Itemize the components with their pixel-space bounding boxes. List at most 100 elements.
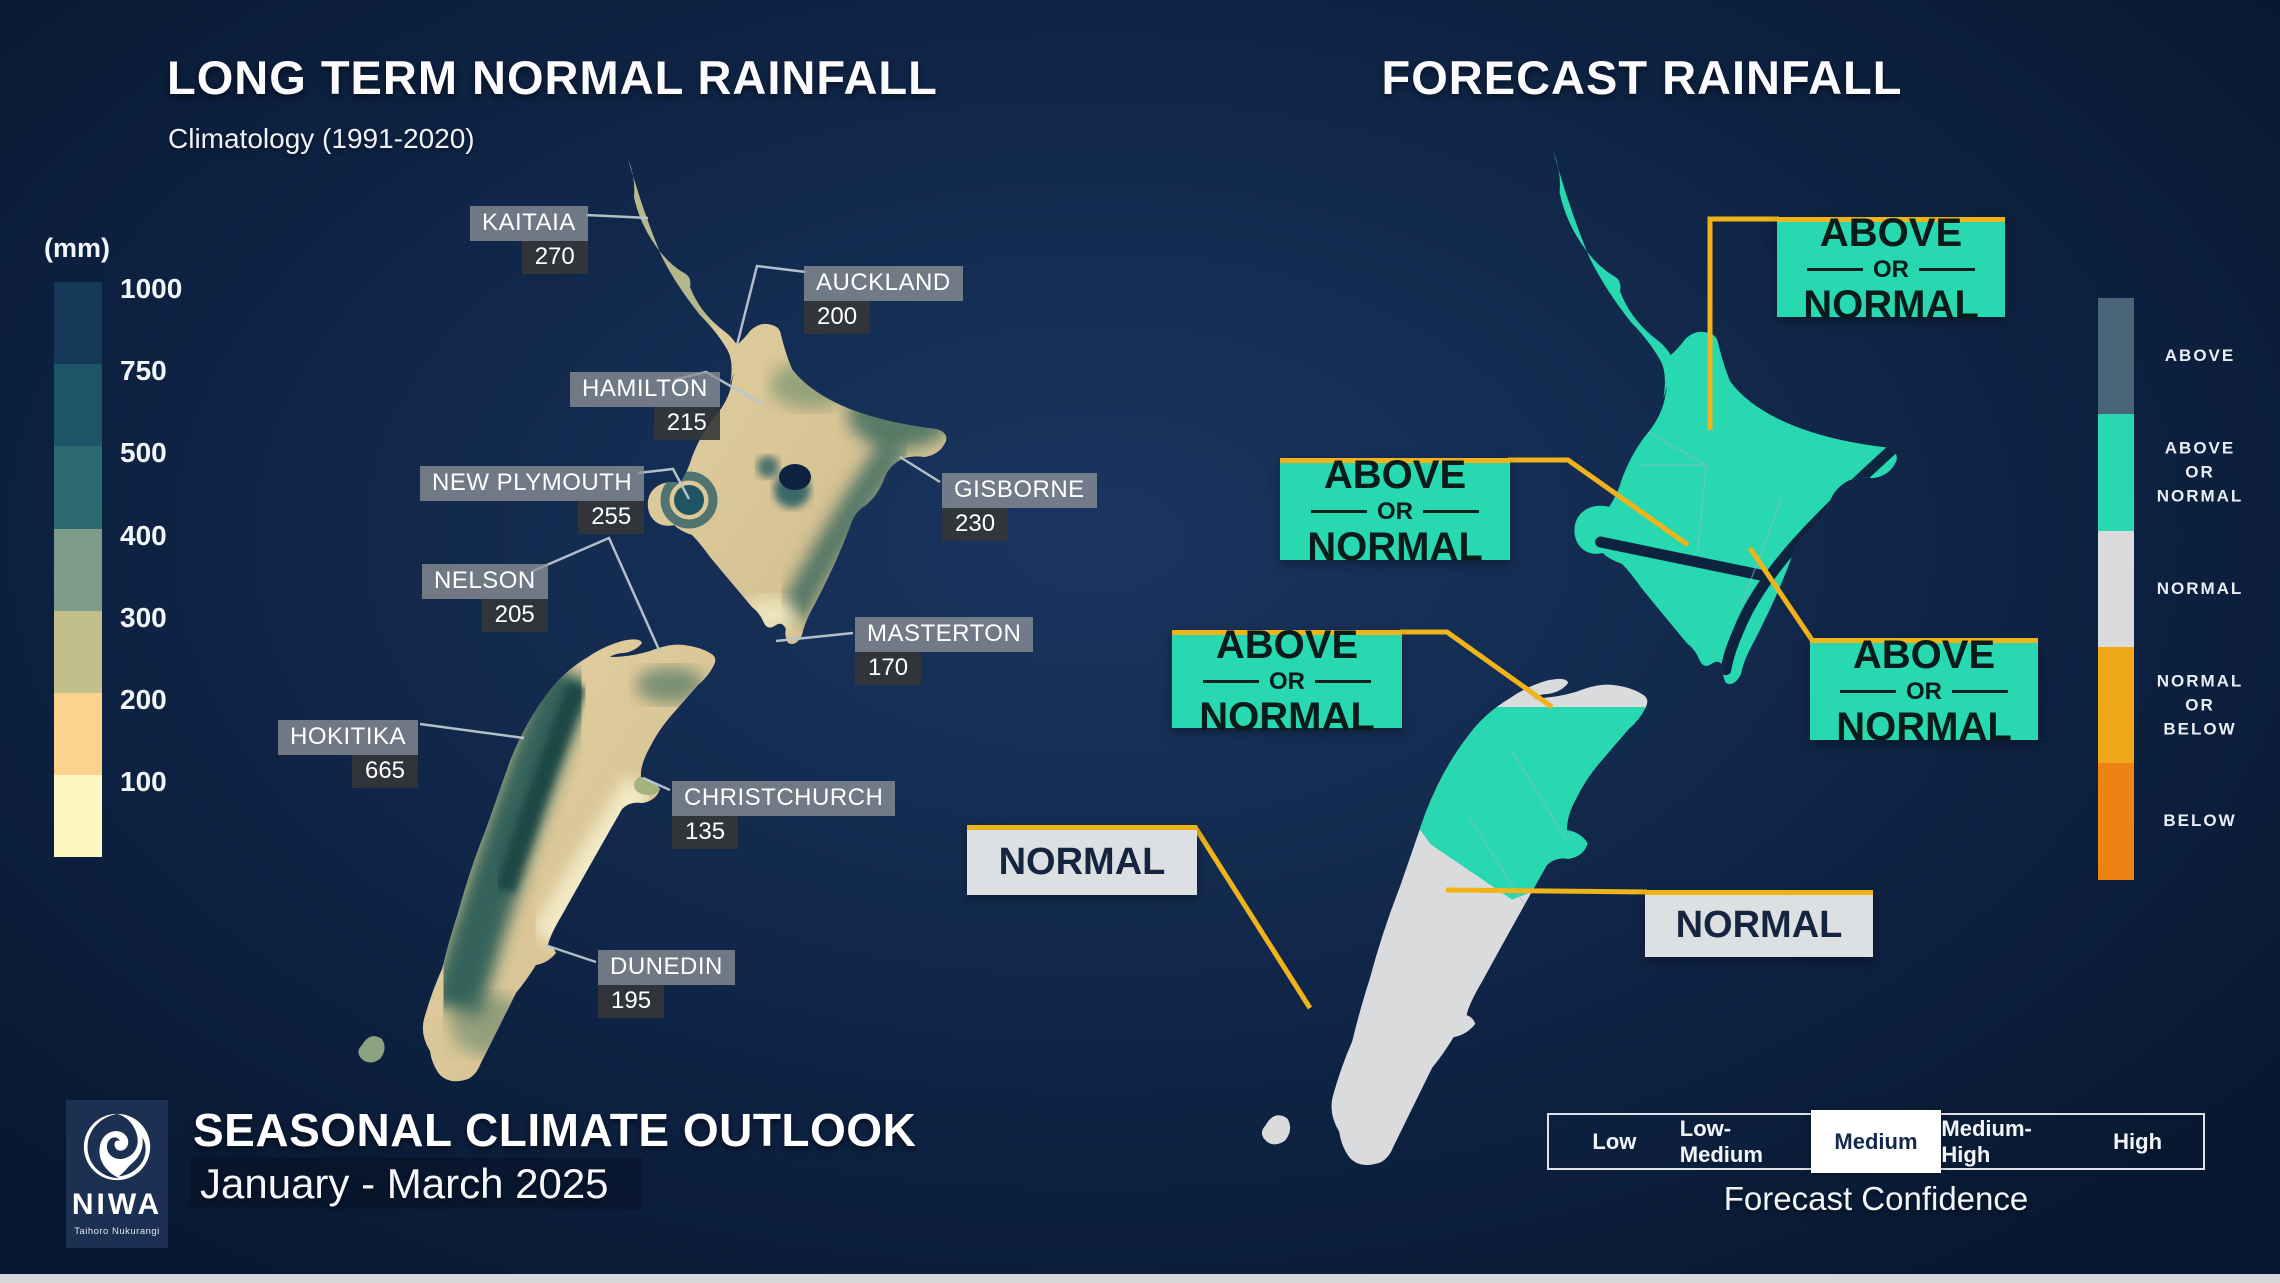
rule-line bbox=[1807, 268, 1863, 271]
confidence-level-medium: Medium bbox=[1810, 1110, 1942, 1173]
rain-scale-tick: 1000 bbox=[120, 273, 183, 304]
legend-swatch-normal bbox=[2098, 531, 2134, 647]
city-value: 665 bbox=[351, 755, 419, 788]
rule-line bbox=[1423, 510, 1479, 513]
city-value: 270 bbox=[521, 241, 588, 274]
outlook-period: January - March 2025 bbox=[200, 1160, 609, 1207]
legend-label: NORMAL bbox=[2156, 579, 2244, 599]
confidence-level-medium-high: Medium-High bbox=[1941, 1115, 2032, 1167]
city-callout: MASTERTON 170 bbox=[855, 617, 1034, 685]
rule-line bbox=[1315, 680, 1371, 683]
left-map-title: LONG TERM NORMAL RAINFALL bbox=[167, 51, 938, 104]
city-value: 135 bbox=[672, 816, 739, 849]
city-callout: GISBORNE 230 bbox=[942, 473, 1097, 541]
city-name: CHRISTCHURCH bbox=[672, 781, 896, 816]
city-value: 255 bbox=[578, 501, 645, 534]
city-name: DUNEDIN bbox=[598, 950, 735, 985]
city-callout: HAMILTON 215 bbox=[570, 372, 720, 440]
outlook-period-strip bbox=[190, 1157, 642, 1209]
climatology-map bbox=[358, 159, 947, 1082]
legend-label: ABOVE OR NORMAL bbox=[2156, 438, 2244, 505]
callout-line: ABOVE bbox=[1819, 211, 1963, 256]
rain-scale-band bbox=[54, 775, 102, 857]
city-name: MASTERTON bbox=[855, 617, 1034, 652]
callout-line: OR bbox=[1906, 677, 1942, 705]
city-value: 195 bbox=[598, 985, 665, 1018]
callout-line: OR bbox=[1377, 497, 1413, 525]
legend-label: BELOW bbox=[2163, 811, 2237, 831]
city-name: GISBORNE bbox=[942, 473, 1097, 508]
forecast-callout-above-or-normal: ABOVE OR NORMAL bbox=[1777, 212, 2005, 326]
rain-scale-unit: (mm) bbox=[44, 233, 110, 263]
city-name: HAMILTON bbox=[570, 372, 720, 407]
callout-line: ABOVE bbox=[1323, 453, 1467, 498]
callout-line: NORMAL bbox=[1836, 704, 2012, 749]
confidence-level-high: High bbox=[2113, 1128, 2163, 1154]
callout-line: OR bbox=[1269, 667, 1305, 695]
forecast-confidence-bar: Low Low-Medium Medium Medium-High High bbox=[1547, 1110, 2205, 1173]
legend-swatch-above bbox=[2098, 298, 2134, 414]
forecast-callout-above-or-normal: ABOVE OR NORMAL bbox=[1280, 454, 1510, 568]
rule-line bbox=[1311, 510, 1367, 513]
rain-scale-band bbox=[54, 529, 102, 611]
confidence-level-low: Low bbox=[1592, 1128, 1637, 1154]
callout-line: NORMAL bbox=[1307, 524, 1483, 569]
rain-scale-tick: 200 bbox=[120, 684, 167, 715]
rain-scale-tick: 500 bbox=[120, 437, 167, 468]
rain-scale-band bbox=[54, 446, 102, 529]
rule-line bbox=[1203, 680, 1259, 683]
city-value: 205 bbox=[481, 599, 548, 632]
city-value: 230 bbox=[942, 508, 1009, 541]
niwa-logo-subtext: Taihoro Nukurangi bbox=[74, 1226, 160, 1237]
niwa-logo-panel: NIWA Taihoro Nukurangi bbox=[66, 1100, 168, 1248]
callout-line: NORMAL bbox=[998, 840, 1166, 883]
legend-swatch-normal-or-below bbox=[2098, 647, 2134, 763]
callout-line: OR bbox=[1873, 255, 1909, 283]
city-callout: HOKITIKA 665 bbox=[278, 720, 419, 788]
rule-line bbox=[1919, 268, 1975, 271]
rain-scale-tick: 400 bbox=[120, 520, 167, 551]
city-callout: NELSON 205 bbox=[422, 564, 548, 632]
rule-line bbox=[1952, 690, 2008, 693]
callout-line: ABOVE bbox=[1215, 623, 1359, 668]
rain-scale-band bbox=[54, 364, 102, 446]
city-name: HOKITIKA bbox=[278, 720, 419, 755]
rain-scale-band bbox=[54, 282, 102, 364]
city-callout: DUNEDIN 195 bbox=[598, 950, 735, 1018]
outlook-title: SEASONAL CLIMATE OUTLOOK bbox=[193, 1104, 917, 1156]
forecast-callout-above-or-normal: ABOVE OR NORMAL bbox=[1172, 624, 1402, 738]
rain-scale-band bbox=[54, 611, 102, 693]
rule-line bbox=[1840, 690, 1896, 693]
city-name: KAITAIA bbox=[470, 206, 588, 241]
callout-line: ABOVE bbox=[1852, 633, 1996, 678]
city-value: 170 bbox=[855, 652, 922, 685]
legend-swatch-below bbox=[2098, 763, 2134, 880]
left-map-subtitle: Climatology (1991-2020) bbox=[168, 123, 475, 154]
forecast-callout-normal: NORMAL bbox=[967, 825, 1197, 895]
city-callout: KAITAIA 270 bbox=[470, 206, 588, 274]
callout-line: NORMAL bbox=[1803, 282, 1979, 327]
forecast-callout-above-or-normal: ABOVE OR NORMAL bbox=[1810, 634, 2038, 748]
rain-scale-tick: 750 bbox=[120, 355, 167, 386]
confidence-level-low-medium: Low-Medium bbox=[1679, 1115, 1763, 1167]
forecast-map bbox=[1261, 150, 1897, 1165]
legend-label: NORMAL OR BELOW bbox=[2156, 671, 2244, 738]
confidence-caption: Forecast Confidence bbox=[1723, 1180, 2029, 1217]
rain-scale-band bbox=[54, 693, 102, 775]
city-callout: AUCKLAND 200 bbox=[804, 266, 963, 334]
city-callout: NEW PLYMOUTH 255 bbox=[420, 466, 645, 534]
callout-line: NORMAL bbox=[1675, 904, 1843, 947]
city-name: AUCKLAND bbox=[804, 266, 963, 301]
forecast-callout-normal: NORMAL bbox=[1645, 890, 1873, 957]
city-callout: CHRISTCHURCH 135 bbox=[672, 781, 896, 849]
legend-swatch-above-or-normal bbox=[2098, 414, 2134, 531]
city-name: NELSON bbox=[422, 564, 548, 599]
city-value: 200 bbox=[804, 301, 871, 334]
right-map-title: FORECAST RAINFALL bbox=[1381, 51, 1903, 104]
city-value: 215 bbox=[653, 407, 720, 440]
niwa-logo-text: NIWA bbox=[71, 1188, 163, 1221]
callout-line: NORMAL bbox=[1199, 694, 1375, 739]
rain-scale-tick: 300 bbox=[120, 602, 167, 633]
rain-scale-tick: 100 bbox=[120, 766, 167, 797]
